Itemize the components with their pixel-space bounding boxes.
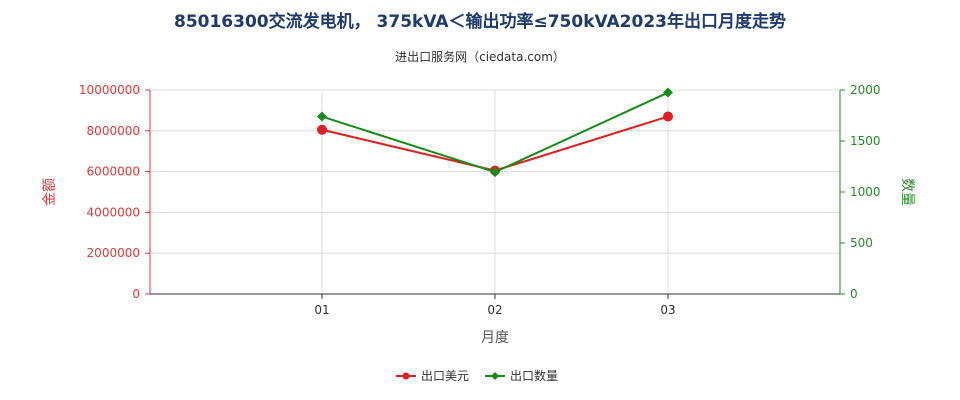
x-tick-label: 01 bbox=[314, 303, 329, 317]
series-layer bbox=[317, 87, 673, 178]
left-tick-label: 6000000 bbox=[87, 165, 140, 179]
left-tick-label: 4000000 bbox=[87, 205, 140, 219]
data-point-export-quantity[interactable] bbox=[317, 111, 327, 122]
x-axis-title: 月度 bbox=[481, 330, 509, 346]
x-axis-ticks: 01 02 03 bbox=[314, 294, 676, 317]
left-tick-label: 8000000 bbox=[87, 124, 140, 138]
legend-label: 出口美元 bbox=[421, 369, 469, 383]
right-tick-label: 1000 bbox=[850, 185, 881, 199]
right-tick-label: 0 bbox=[850, 287, 858, 301]
legend-item-export-quantity[interactable]: 出口数量 bbox=[485, 368, 558, 383]
right-tick-label: 1500 bbox=[850, 134, 881, 148]
chart-title: 85016300交流发电机， 375kVA＜输出功率≤750kVA2023年出口… bbox=[174, 11, 786, 32]
left-tick-label: 10000000 bbox=[79, 83, 140, 97]
grid bbox=[150, 89, 840, 295]
legend-label: 出口数量 bbox=[510, 368, 558, 383]
left-axis-ticks: 0 2000000 4000000 6000000 8000000 10000000 bbox=[79, 83, 150, 301]
legend-marker-diamond bbox=[491, 372, 499, 380]
left-tick-label: 0 bbox=[132, 287, 140, 301]
data-point-export-usd[interactable] bbox=[317, 124, 327, 135]
data-point-export-usd[interactable] bbox=[663, 111, 673, 122]
legend-marker-circle bbox=[402, 372, 410, 380]
right-axis-ticks: 0 500 1000 1500 2000 bbox=[840, 83, 881, 301]
right-tick-label: 500 bbox=[850, 236, 873, 250]
chart-subtitle: 进出口服务网（ciedata.com） bbox=[395, 49, 565, 64]
legend-item-export-usd[interactable]: 出口美元 bbox=[396, 369, 469, 383]
left-tick-label: 2000000 bbox=[87, 246, 140, 260]
data-point-export-quantity[interactable] bbox=[490, 167, 500, 178]
right-tick-label: 2000 bbox=[850, 83, 881, 97]
x-tick-label: 03 bbox=[660, 303, 675, 317]
data-point-export-quantity[interactable] bbox=[663, 87, 673, 98]
legend: 出口美元 出口数量 bbox=[396, 368, 558, 383]
right-axis-title: 数量 bbox=[899, 178, 915, 206]
left-axis-title: 金额 bbox=[42, 178, 58, 206]
x-tick-label: 02 bbox=[487, 303, 502, 317]
